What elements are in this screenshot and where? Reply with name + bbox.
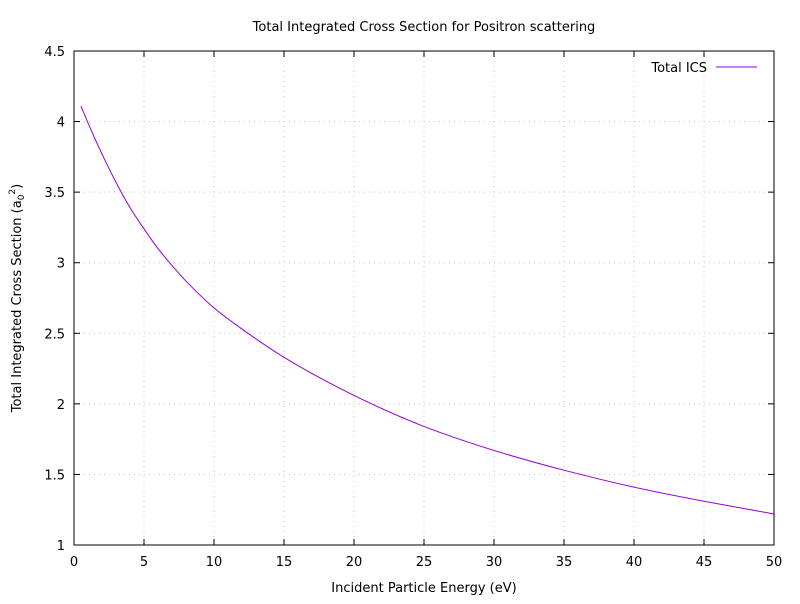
x-tick-label: 20 (346, 555, 363, 570)
chart-title: Total Integrated Cross Section for Posit… (252, 20, 596, 35)
y-tick-label: 4.5 (44, 45, 65, 60)
grid-layer (74, 51, 774, 545)
y-axis-label-suffix: ) (10, 184, 25, 189)
x-tick-label: 15 (276, 555, 293, 570)
y-axis-label: Total Integrated Cross Section (a02) (8, 184, 27, 414)
x-tick-label: 30 (486, 555, 503, 570)
legend: Total ICS (650, 61, 757, 76)
y-tick-label: 3 (57, 257, 65, 272)
x-tick-label: 35 (556, 555, 573, 570)
x-tick-label: 0 (70, 555, 78, 570)
plot-frame (73, 50, 775, 546)
y-tick-label: 2 (57, 398, 65, 413)
label-layer: 0 5 10 15 20 25 30 35 40 45 50 1 1.5 2 2.5 3 3.5 4 4.5 (44, 45, 782, 570)
y-tick-label: 1 (57, 539, 65, 554)
x-tick-label: 5 (140, 555, 148, 570)
y-tick-label: 1.5 (44, 468, 65, 483)
y-tick-label: 3.5 (44, 186, 65, 201)
tick-layer (73, 50, 775, 546)
y-tick-label: 2.5 (44, 327, 65, 342)
x-tick-label: 45 (696, 555, 713, 570)
x-tick-label: 40 (626, 555, 643, 570)
y-axis-label-subscript: 0 (17, 194, 27, 200)
y-axis-label-prefix: Total Integrated Cross Section (a (10, 200, 25, 413)
legend-label: Total ICS (650, 61, 707, 76)
x-axis-label: Incident Particle Energy (eV) (331, 581, 516, 596)
x-tick-label: 25 (416, 555, 433, 570)
y-tick-label: 4 (57, 116, 65, 131)
x-tick-label: 10 (206, 555, 223, 570)
x-tick-label: 50 (766, 555, 783, 570)
y-axis-label-superscript: 2 (8, 189, 18, 195)
series-line-0 (80, 105, 775, 515)
series-layer (80, 105, 775, 515)
